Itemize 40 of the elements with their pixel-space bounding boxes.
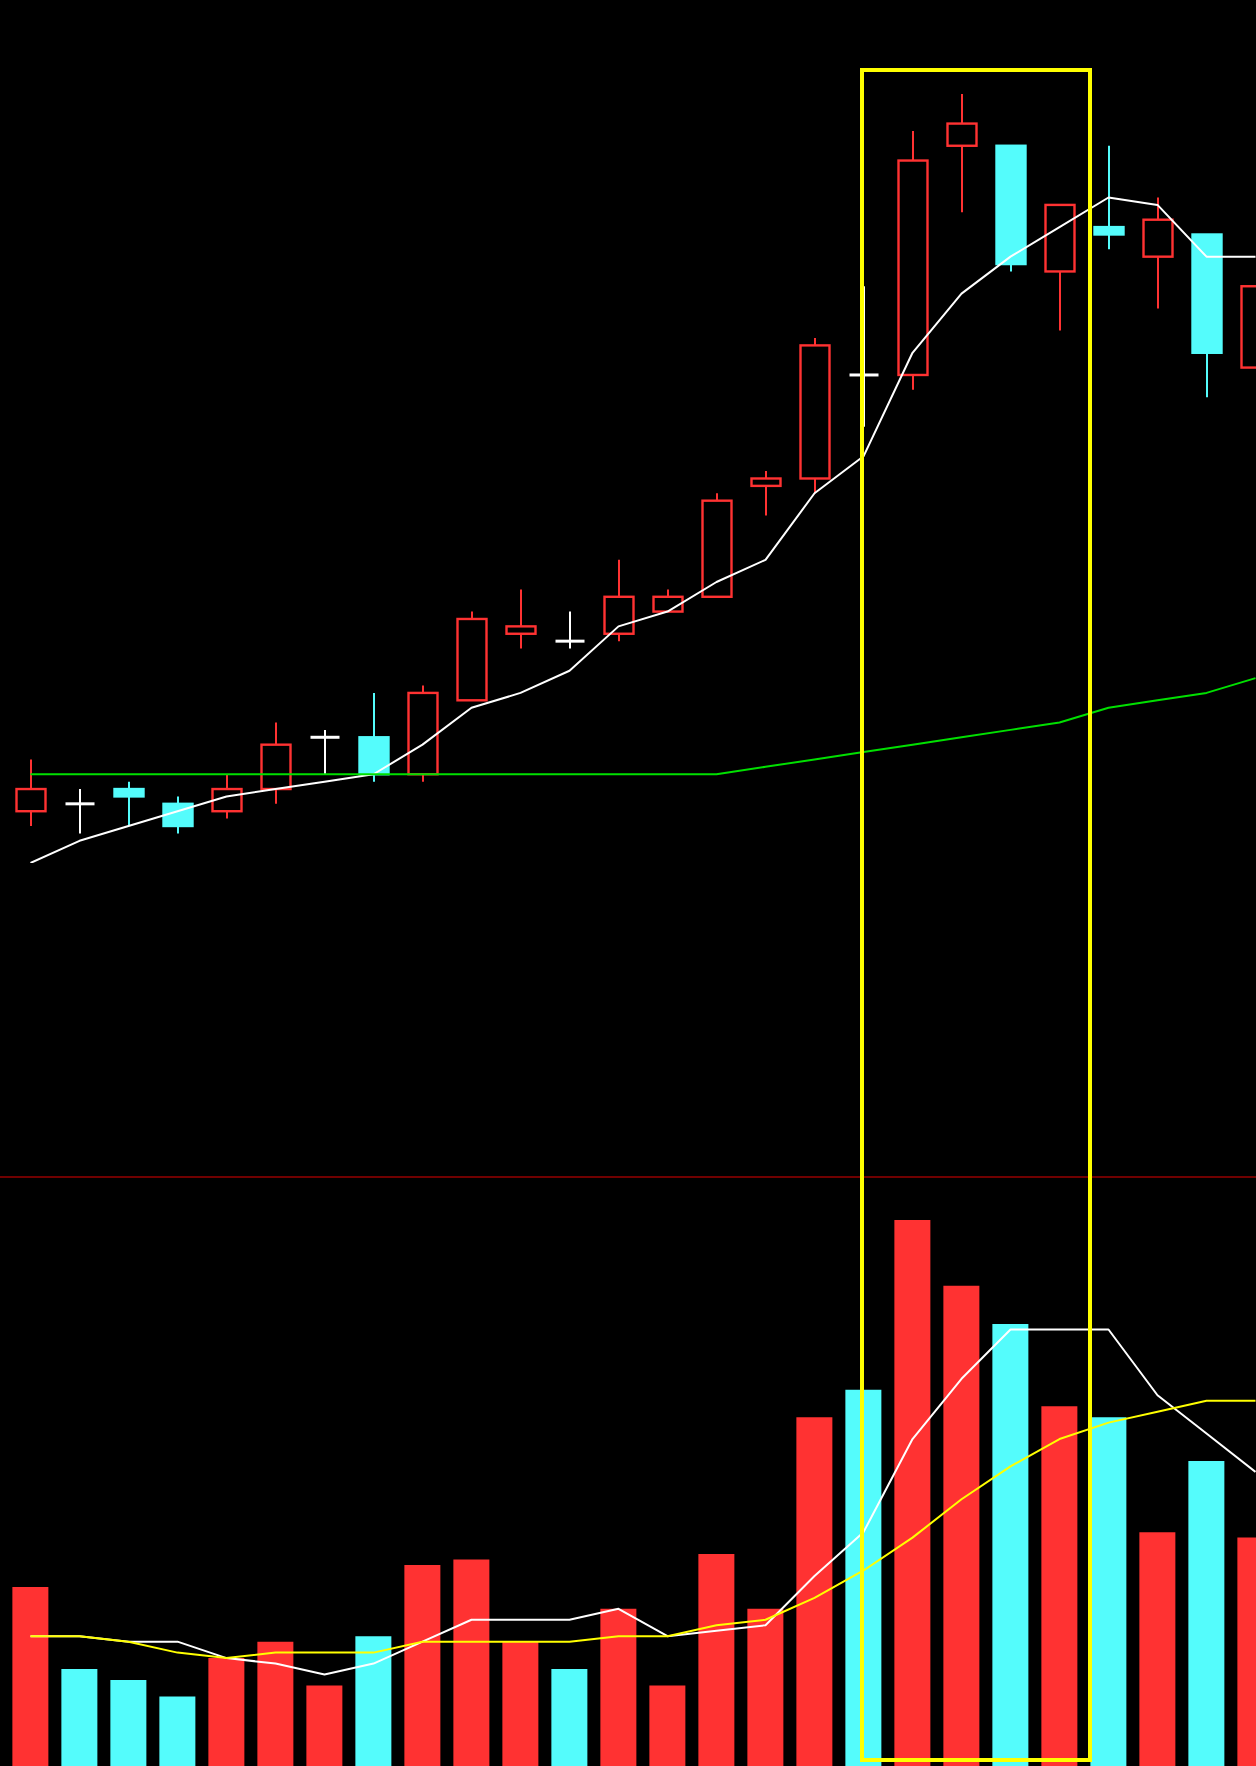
candlestick <box>358 691 390 783</box>
candlestick <box>64 788 96 835</box>
bar <box>355 1636 392 1766</box>
candlestick <box>750 470 782 517</box>
bar <box>1188 1460 1225 1766</box>
bar <box>453 1559 490 1766</box>
bar <box>208 1658 245 1766</box>
bar <box>600 1608 637 1766</box>
bar <box>12 1586 49 1766</box>
bar <box>698 1554 735 1766</box>
candlestick <box>113 780 145 828</box>
bar <box>747 1608 784 1766</box>
bar <box>306 1685 343 1766</box>
candlestick <box>1093 144 1125 251</box>
candlestick <box>603 558 635 643</box>
candlestick <box>505 588 537 650</box>
candlestick <box>946 94 978 214</box>
bar <box>943 1285 980 1766</box>
bar <box>502 1641 539 1766</box>
candlestick <box>15 758 47 828</box>
candlestick <box>848 285 880 428</box>
bar <box>1041 1406 1078 1766</box>
bar <box>649 1685 686 1766</box>
bar <box>61 1669 98 1766</box>
candlestick <box>554 610 586 650</box>
bar <box>894 1220 931 1766</box>
bar <box>257 1641 294 1766</box>
bar <box>551 1669 588 1766</box>
candlestick <box>162 795 194 835</box>
bar <box>1139 1532 1176 1766</box>
bar <box>110 1679 147 1766</box>
candlestick <box>309 728 341 776</box>
bar <box>1090 1417 1127 1766</box>
candlestick <box>260 721 292 805</box>
candlestick <box>211 773 243 820</box>
bar <box>404 1564 441 1766</box>
bar <box>796 1417 833 1766</box>
bar <box>992 1324 1029 1766</box>
candlestick <box>1142 196 1174 310</box>
bar <box>159 1696 196 1766</box>
